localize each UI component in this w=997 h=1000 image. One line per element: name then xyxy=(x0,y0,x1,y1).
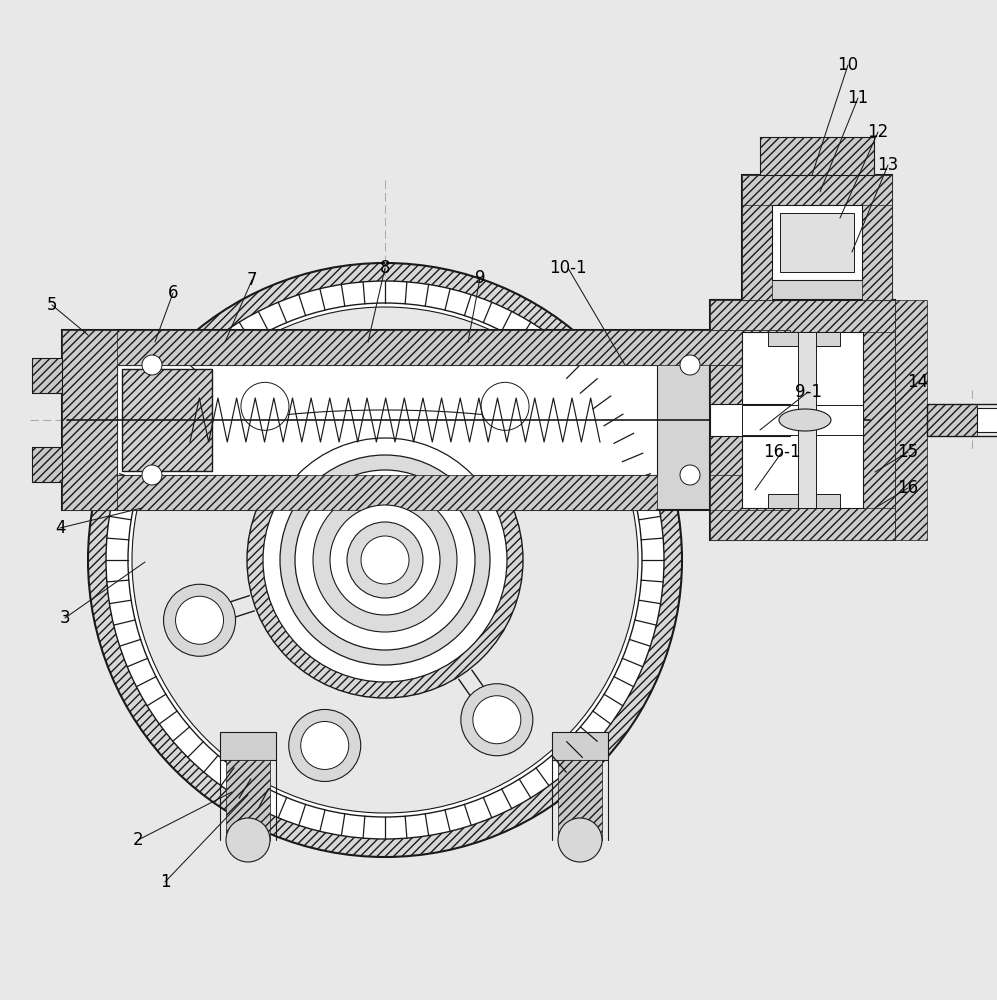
Bar xyxy=(710,300,895,332)
Ellipse shape xyxy=(779,409,831,431)
Circle shape xyxy=(164,584,235,656)
Circle shape xyxy=(110,285,660,835)
Text: 8: 8 xyxy=(380,259,390,277)
Bar xyxy=(122,369,212,471)
Circle shape xyxy=(558,818,602,862)
Bar xyxy=(710,404,790,436)
Text: 10-1: 10-1 xyxy=(549,259,587,277)
Circle shape xyxy=(226,818,270,862)
Bar xyxy=(552,732,608,760)
Bar xyxy=(62,330,900,510)
Circle shape xyxy=(295,470,475,650)
Bar xyxy=(768,332,840,346)
Text: 15: 15 xyxy=(897,443,918,461)
Text: 16: 16 xyxy=(897,479,918,497)
Bar xyxy=(32,447,62,482)
Circle shape xyxy=(289,709,361,781)
Circle shape xyxy=(175,596,223,644)
Circle shape xyxy=(128,303,642,817)
Text: 16-1: 16-1 xyxy=(763,443,801,461)
Bar xyxy=(32,447,62,482)
Circle shape xyxy=(680,355,700,375)
Bar xyxy=(220,732,276,760)
Bar xyxy=(862,175,892,300)
Circle shape xyxy=(229,370,301,442)
Bar xyxy=(117,365,657,475)
Circle shape xyxy=(469,370,541,442)
Circle shape xyxy=(280,455,490,665)
Circle shape xyxy=(132,307,638,813)
Bar xyxy=(62,330,117,510)
Bar xyxy=(122,369,212,471)
Text: 9-1: 9-1 xyxy=(795,383,822,401)
Bar xyxy=(780,213,854,272)
Bar xyxy=(62,330,790,365)
Bar xyxy=(927,404,997,436)
Circle shape xyxy=(461,684,532,756)
Bar xyxy=(742,405,863,435)
Circle shape xyxy=(482,382,529,430)
Text: 4: 4 xyxy=(55,519,65,537)
Bar xyxy=(710,300,742,540)
Bar xyxy=(710,475,790,510)
Bar xyxy=(558,760,602,840)
Text: 7: 7 xyxy=(246,271,257,289)
Text: 14: 14 xyxy=(907,373,928,391)
Bar xyxy=(927,404,976,436)
Circle shape xyxy=(142,465,162,485)
Circle shape xyxy=(142,355,162,375)
Bar xyxy=(742,175,892,300)
Bar xyxy=(863,300,895,540)
Bar xyxy=(226,760,270,840)
Circle shape xyxy=(313,488,457,632)
Bar xyxy=(772,205,862,280)
Text: 6: 6 xyxy=(167,284,178,302)
Circle shape xyxy=(106,281,664,839)
Bar xyxy=(895,300,927,540)
Bar xyxy=(742,332,863,508)
Bar xyxy=(798,332,816,508)
Circle shape xyxy=(680,465,700,485)
Bar xyxy=(32,358,62,393)
Circle shape xyxy=(330,505,440,615)
Circle shape xyxy=(263,438,507,682)
Circle shape xyxy=(88,263,682,857)
Bar xyxy=(760,137,874,175)
Circle shape xyxy=(241,382,289,430)
Text: 10: 10 xyxy=(837,56,858,74)
Text: 2: 2 xyxy=(133,831,144,849)
Bar xyxy=(742,175,892,205)
Text: 3: 3 xyxy=(60,609,71,627)
Text: 5: 5 xyxy=(47,296,57,314)
Bar xyxy=(760,137,874,175)
Bar xyxy=(976,408,997,432)
Bar xyxy=(742,175,772,300)
Circle shape xyxy=(347,522,423,598)
Circle shape xyxy=(247,422,523,698)
Text: 11: 11 xyxy=(847,89,868,107)
Circle shape xyxy=(301,721,349,769)
Bar xyxy=(710,330,790,365)
Bar xyxy=(710,508,895,540)
Bar xyxy=(710,300,895,540)
Circle shape xyxy=(473,696,520,744)
Circle shape xyxy=(361,536,409,584)
Text: 1: 1 xyxy=(160,873,170,891)
Bar xyxy=(32,358,62,393)
Text: 12: 12 xyxy=(867,123,888,141)
Bar xyxy=(117,475,657,510)
Text: 9: 9 xyxy=(475,269,486,287)
Bar xyxy=(768,494,840,508)
Text: 13: 13 xyxy=(877,156,898,174)
